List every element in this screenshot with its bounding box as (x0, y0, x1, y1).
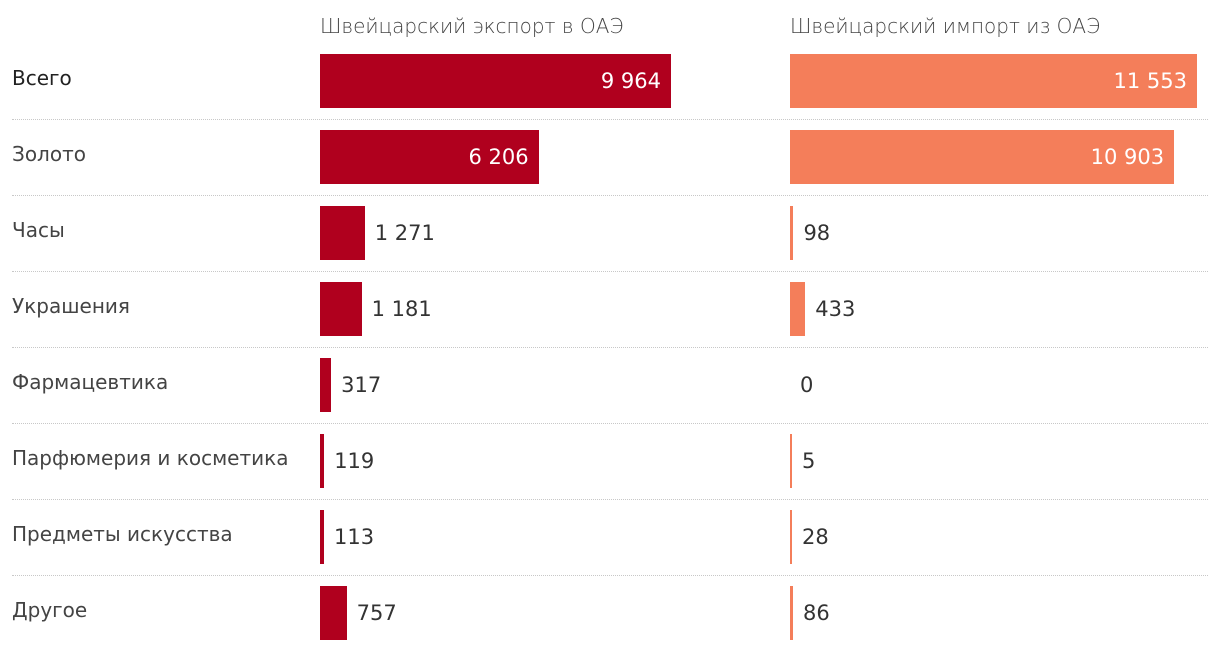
bar-export (320, 510, 324, 564)
data-label: 1 181 (371, 297, 432, 321)
data-label: 6 206 (468, 145, 529, 169)
row-separator (12, 195, 1208, 196)
series-header-1: Швейцарский экспорт в ОАЭ (320, 14, 624, 38)
data-label: 28 (802, 525, 829, 549)
category-label: Часы (12, 218, 65, 242)
data-label: 98 (803, 221, 831, 245)
data-label: 119 (334, 449, 375, 473)
bar-import (790, 54, 1197, 108)
chart-row: Часы 1 271 98 (0, 206, 1220, 282)
bar-import (790, 434, 792, 488)
row-separator (12, 347, 1208, 348)
row-separator (12, 423, 1208, 424)
bar-export (320, 434, 325, 488)
category-label: Фармацевтика (12, 370, 169, 394)
data-label: 1 271 (374, 221, 435, 245)
bar-import (790, 206, 794, 260)
bar-import (790, 130, 1175, 184)
bar-import (790, 586, 794, 640)
category-label: Украшения (12, 294, 130, 318)
chart-row: Парфюмерия и косметика 119 5 (0, 434, 1220, 510)
chart-row: Украшения 1 181 433 (0, 282, 1220, 358)
data-label: 86 (803, 601, 830, 625)
chart-row: Всего 9 964 11 553 (0, 54, 1220, 130)
category-label: Золото (12, 142, 86, 166)
data-label: 317 (341, 373, 382, 397)
chart-row: Другое 757 86 (0, 586, 1220, 662)
bar-export (320, 130, 539, 184)
bar-export (320, 206, 365, 260)
row-separator (12, 499, 1208, 500)
data-label: 433 (815, 297, 856, 321)
category-label: Парфюмерия и косметика (12, 446, 289, 470)
category-label: Другое (12, 598, 88, 622)
chart-row: Предметы искусства 113 28 (0, 510, 1220, 586)
category-label: Предметы искусства (12, 522, 233, 546)
row-separator (12, 119, 1208, 120)
bar-import (790, 510, 792, 564)
data-label: 5 (802, 449, 816, 473)
data-label: 9 964 (600, 69, 662, 93)
data-label: 11 553 (1113, 69, 1187, 93)
data-label: 757 (356, 601, 397, 625)
bar-export (320, 54, 672, 108)
data-label: 10 903 (1090, 145, 1165, 169)
chart-row: Фармацевтика 317 0 (0, 358, 1220, 434)
bar-export (320, 358, 332, 412)
row-separator (12, 271, 1208, 272)
category-label: Всего (12, 66, 72, 90)
bar-export (320, 586, 347, 640)
bar-export (320, 282, 362, 336)
chart-row: Золото 6 206 10 903 (0, 130, 1220, 206)
row-separator (12, 575, 1208, 576)
data-label: 113 (333, 525, 375, 549)
data-label: 0 (800, 373, 814, 397)
series-header-2: Швейцарский импорт из ОАЭ (790, 14, 1101, 38)
bar-import (790, 282, 806, 336)
